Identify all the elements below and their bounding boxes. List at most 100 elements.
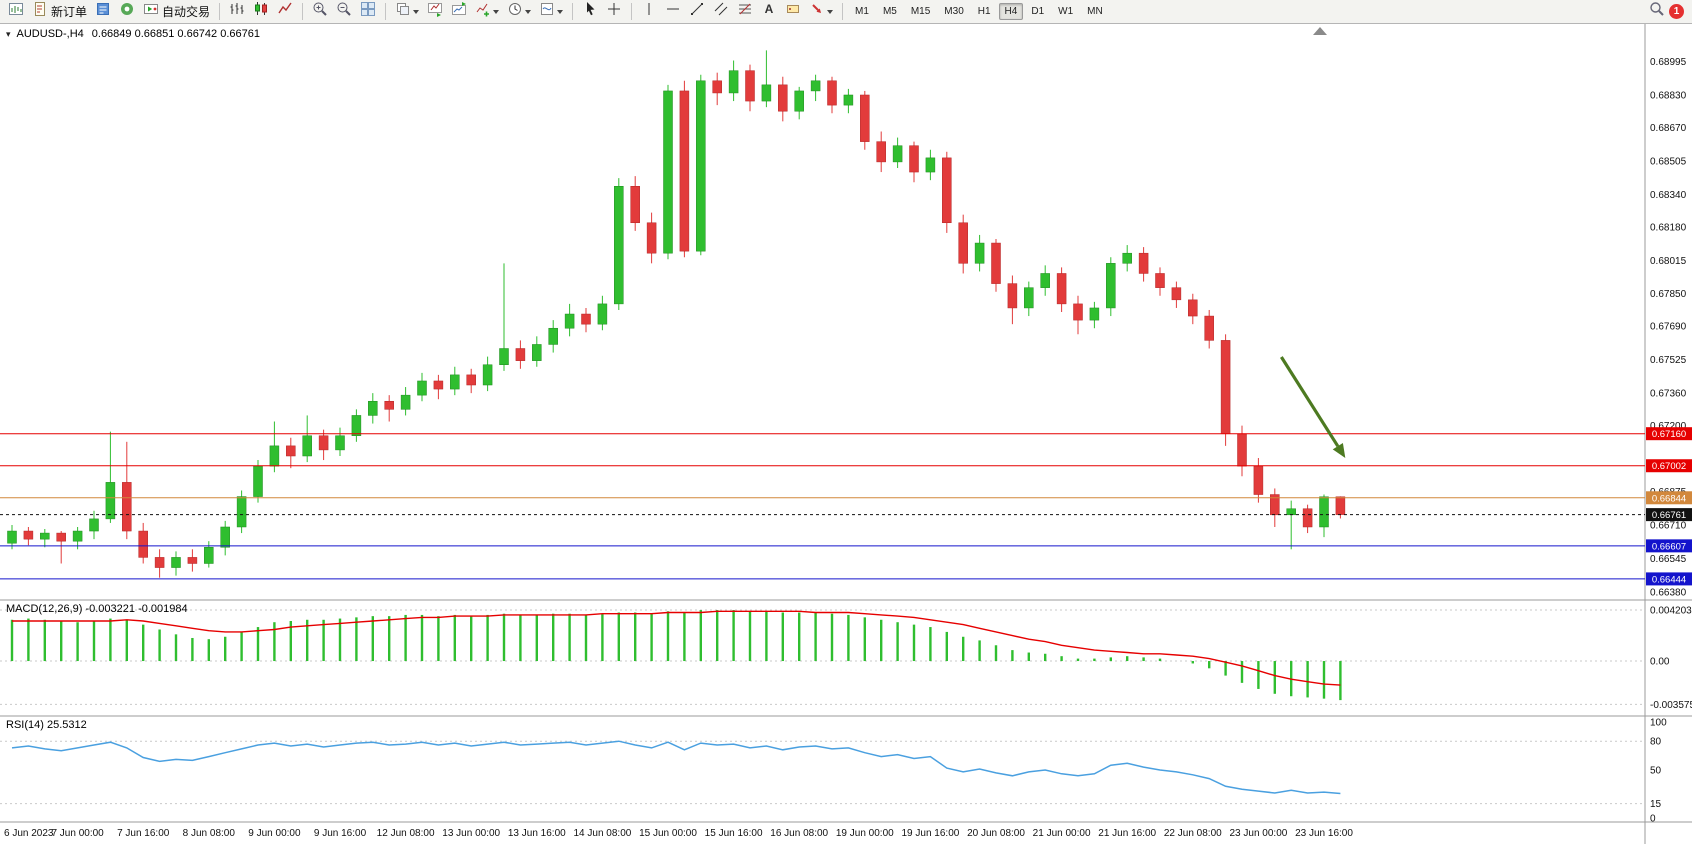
- fibonacci-button[interactable]: [734, 1, 756, 23]
- auto-scroll-button[interactable]: [424, 1, 446, 23]
- svg-text:0.68670: 0.68670: [1650, 123, 1687, 134]
- price-level-badge: [1646, 427, 1692, 441]
- svg-text:0: 0: [1650, 814, 1656, 825]
- chart-shift-marker[interactable]: [1313, 27, 1327, 35]
- price-level-badge: [1646, 491, 1692, 505]
- chart-canvas[interactable]: 0.68995 0.68830 0.68670 0.68505 0.68340 0.681…: [0, 24, 1692, 844]
- dropdown-caret-icon: [413, 9, 420, 14]
- svg-text:0.68505: 0.68505: [1650, 156, 1687, 167]
- svg-text:9 Jun 00:00: 9 Jun 00:00: [248, 828, 301, 839]
- timeframe-w1[interactable]: W1: [1052, 3, 1079, 20]
- search-button[interactable]: [1646, 1, 1668, 23]
- svg-text:15: 15: [1650, 799, 1662, 810]
- templates-icon: [539, 1, 555, 22]
- dropdown-caret-icon: [557, 9, 564, 14]
- crosshair-button[interactable]: [603, 1, 625, 23]
- timeframe-h4[interactable]: H4: [998, 3, 1024, 20]
- svg-text:7 Jun 00:00: 7 Jun 00:00: [51, 828, 104, 839]
- timeframe-m30[interactable]: M30: [938, 3, 969, 20]
- indicators-icon: [475, 1, 491, 22]
- zoom-in-button[interactable]: [309, 1, 331, 23]
- new-order-button[interactable]: 新订单: [29, 1, 90, 23]
- templates-button[interactable]: [536, 1, 566, 23]
- chart-shift-button[interactable]: [448, 1, 470, 23]
- market-watch-button[interactable]: [92, 1, 114, 23]
- svg-text:20 Jun 08:00: 20 Jun 08:00: [967, 828, 1025, 839]
- svg-text:100: 100: [1650, 718, 1667, 729]
- svg-text:21 Jun 16:00: 21 Jun 16:00: [1098, 828, 1156, 839]
- svg-text:0.66444: 0.66444: [1652, 574, 1686, 585]
- toolbar: 新订单 自动交易: [0, 0, 1692, 24]
- svg-text:A: A: [765, 2, 774, 16]
- svg-text:0.66844: 0.66844: [1652, 493, 1686, 504]
- ohlc-values: 0.66849 0.66851 0.66742 0.66761: [91, 28, 260, 40]
- horizontal-levels[interactable]: 0.67160 0.67002 0.66844 0.66761 0.66607 0.664…: [0, 427, 1692, 586]
- svg-text:19 Jun 00:00: 19 Jun 00:00: [836, 828, 894, 839]
- svg-text:0.67200: 0.67200: [1650, 421, 1687, 432]
- timeframe-m1[interactable]: M1: [849, 3, 875, 20]
- svg-text:80: 80: [1650, 737, 1662, 748]
- horizontal-line-button[interactable]: [662, 1, 684, 23]
- zoom-out-button[interactable]: [333, 1, 355, 23]
- new-order-label: 新订单: [51, 5, 88, 19]
- channel-button[interactable]: [710, 1, 732, 23]
- svg-text:23 Jun 00:00: 23 Jun 00:00: [1229, 828, 1287, 839]
- candlestick-chart-icon: [253, 1, 269, 22]
- svg-text:0.67525: 0.67525: [1650, 355, 1687, 366]
- vertical-line-icon: [641, 1, 657, 22]
- text-label-button[interactable]: [782, 1, 804, 23]
- search-icon: [1649, 1, 1665, 22]
- timeframe-d1[interactable]: D1: [1025, 3, 1050, 20]
- line-chart-button[interactable]: [274, 1, 296, 23]
- autotrading-button[interactable]: 自动交易: [140, 1, 213, 23]
- tile-windows-button[interactable]: [357, 1, 379, 23]
- svg-text:19 Jun 16:00: 19 Jun 16:00: [901, 828, 959, 839]
- channel-icon: [713, 1, 729, 22]
- timeframe-m5[interactable]: M5: [877, 3, 903, 20]
- svg-text:15 Jun 00:00: 15 Jun 00:00: [639, 828, 697, 839]
- symbol-title: AUDUSD-,H4: [16, 28, 84, 40]
- new-chart-button[interactable]: [5, 1, 27, 23]
- toolbar-separator: [302, 3, 304, 20]
- svg-text:15 Jun 16:00: 15 Jun 16:00: [705, 828, 763, 839]
- macd-label: MACD(12,26,9) -0.003221 -0.001984: [6, 603, 188, 615]
- toolbar-separator: [572, 3, 574, 20]
- tile-windows-icon: [360, 1, 376, 22]
- svg-text:0.004203: 0.004203: [1650, 606, 1692, 617]
- arrange-windows-button[interactable]: [392, 1, 422, 23]
- indicators-button[interactable]: [472, 1, 502, 23]
- cursor-button[interactable]: [579, 1, 601, 23]
- candlestick-chart-button[interactable]: [250, 1, 272, 23]
- svg-text:0.66607: 0.66607: [1652, 541, 1686, 552]
- community-icon: [119, 1, 135, 22]
- timeframe-m15[interactable]: M15: [905, 3, 936, 20]
- arrows-button[interactable]: [806, 1, 836, 23]
- toolbar-separator: [842, 3, 844, 20]
- text-button[interactable]: A: [758, 1, 780, 23]
- bar-chart-button[interactable]: [226, 1, 248, 23]
- trendline-button[interactable]: [686, 1, 708, 23]
- periods-button[interactable]: [504, 1, 534, 23]
- price-level-badge: [1646, 459, 1692, 473]
- svg-text:0.68015: 0.68015: [1650, 256, 1687, 267]
- macd-histogram: [10, 610, 1342, 701]
- cursor-icon: [582, 1, 598, 22]
- svg-text:0.67160: 0.67160: [1652, 429, 1686, 440]
- timeframe-h1[interactable]: H1: [972, 3, 997, 20]
- notification-badge[interactable]: 1: [1669, 4, 1684, 19]
- text-icon: A: [761, 1, 777, 22]
- price-level-badge: [1646, 572, 1692, 586]
- vertical-line-button[interactable]: [638, 1, 660, 23]
- timeframe-mn[interactable]: MN: [1081, 3, 1109, 20]
- text-label-icon: [785, 1, 801, 22]
- svg-text:9 Jun 16:00: 9 Jun 16:00: [314, 828, 367, 839]
- community-button[interactable]: [116, 1, 138, 23]
- symbol-dropdown-caret[interactable]: ▾: [6, 28, 11, 39]
- line-chart-icon: [277, 1, 293, 22]
- arrow-annotation[interactable]: [1280, 356, 1346, 459]
- macd-signal-line: [12, 610, 1341, 686]
- periods-icon: [507, 1, 523, 22]
- new-chart-icon: [8, 1, 24, 22]
